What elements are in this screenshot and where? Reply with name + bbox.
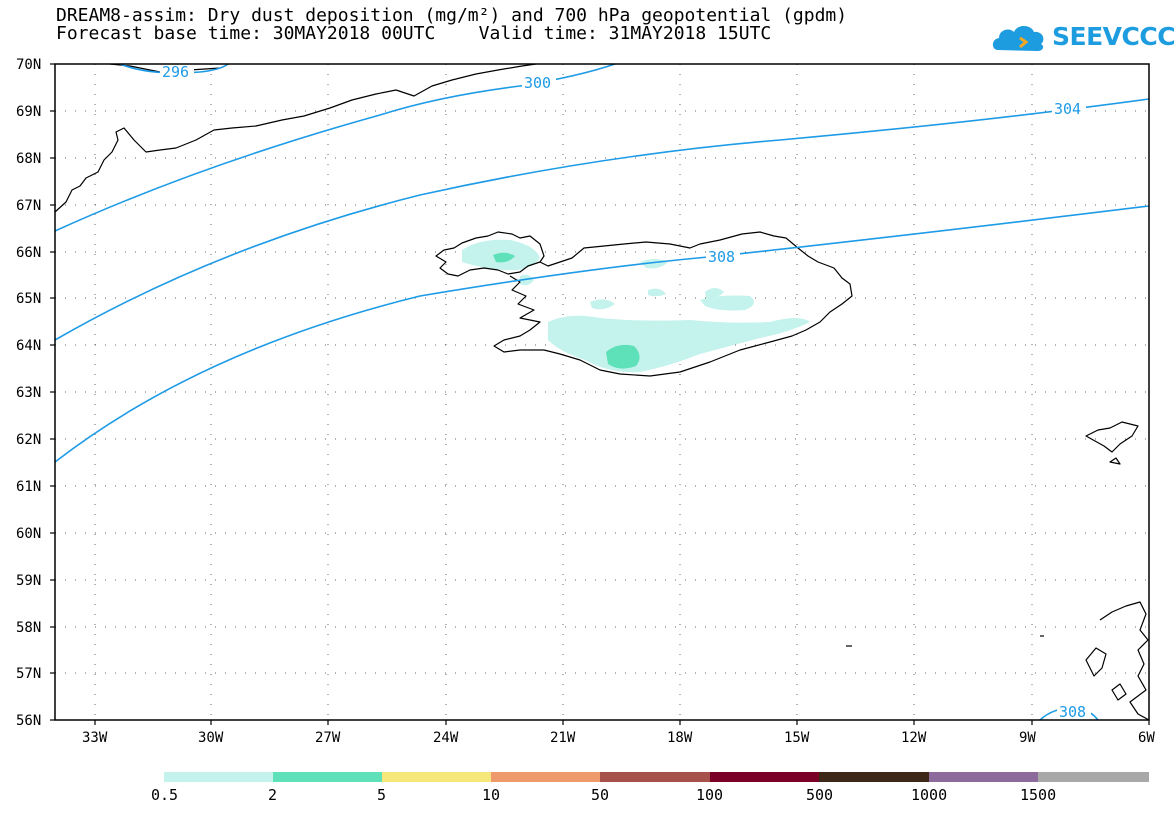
contour-label-296: 296 [162, 63, 189, 81]
lon-label: 24W [433, 730, 459, 746]
lat-label: 66N [16, 245, 41, 261]
lon-label: 12W [901, 730, 927, 746]
colorbar-swatch-4 [600, 772, 710, 782]
map-title-line1: DREAM8-assim: Dry dust deposition (mg/m²… [56, 5, 848, 26]
colorbar-swatch-3 [491, 772, 601, 782]
colorbar-swatch-5 [710, 772, 820, 782]
dust-area-south-core [606, 344, 640, 369]
lat-label: 61N [16, 479, 41, 495]
contour-296 [119, 63, 229, 74]
lat-label: 68N [16, 151, 41, 167]
map-frame [54, 63, 1150, 721]
dust-patch [520, 274, 534, 286]
colorbar-swatch-6 [819, 772, 929, 782]
faroe-islands-coast [1085, 421, 1139, 453]
lat-label: 57N [16, 666, 41, 682]
iceland-westfjords-coast [435, 231, 545, 277]
lon-label: 6W [1138, 730, 1155, 746]
graticule [55, 64, 1149, 720]
dust-patch [705, 288, 724, 299]
colorbar-swatch-8 [1038, 772, 1149, 782]
lon-label: 21W [550, 730, 576, 746]
colorbar-label: 500 [806, 786, 833, 804]
colorbar-swatch-0 [164, 772, 274, 782]
lat-label: 63N [16, 385, 41, 401]
dust-patch [648, 288, 666, 297]
colorbar-label: 1000 [911, 786, 947, 804]
map-title-line2: Forecast base time: 30MAY2018 00UTC Vali… [56, 23, 772, 44]
lat-label: 56N [16, 713, 41, 729]
island-coast [1109, 457, 1121, 465]
tick-marks [50, 63, 1150, 725]
colorbar-label: 100 [696, 786, 723, 804]
lat-label: 60N [16, 526, 41, 542]
contour-label-308: 308 [708, 248, 735, 266]
island-coast [1111, 683, 1127, 701]
colorbar-label: 0.5 [151, 786, 178, 804]
colorbar-swatch-7 [929, 772, 1039, 782]
lat-label: 69N [16, 104, 41, 120]
dust-area-westfjords-core [493, 252, 515, 263]
lat-label: 64N [16, 338, 41, 354]
iceland-coast [493, 231, 853, 377]
hebrides-coast [1085, 647, 1107, 677]
lat-label: 65N [16, 291, 41, 307]
colorbar-swatch-2 [382, 772, 492, 782]
colorbar-label: 1500 [1020, 786, 1056, 804]
lat-label: 70N [16, 57, 41, 73]
contour-labels: 296 300 304 308 308 [160, 63, 1091, 721]
contour-label-304: 304 [1054, 100, 1081, 118]
coastlines [54, 63, 1150, 721]
cloud-logo-icon [992, 26, 1044, 51]
colorbar-label: 2 [268, 786, 277, 804]
logo-text: SEEVCCC [1052, 22, 1175, 51]
dust-patch [590, 299, 615, 310]
lon-label: 27W [315, 730, 341, 746]
colorbar-label: 10 [482, 786, 500, 804]
longitude-labels: 33W 30W 27W 24W 21W 18W 15W 12W 9W 6W [82, 730, 1155, 746]
lat-label: 59N [16, 573, 41, 589]
colorbar-label: 5 [377, 786, 386, 804]
contour-label-308-se: 308 [1059, 703, 1086, 721]
lon-label: 15W [784, 730, 810, 746]
colorbar: 0.5 2 5 10 50 100 500 1000 1500 [151, 772, 1149, 804]
contour-label-300: 300 [524, 74, 551, 92]
lat-label: 62N [16, 432, 41, 448]
lon-label: 30W [198, 730, 224, 746]
geopotential-contours [54, 63, 1150, 721]
colorbar-swatch-1 [273, 772, 383, 782]
lat-label: 58N [16, 620, 41, 636]
dust-patch [700, 295, 754, 311]
lon-label: 9W [1019, 730, 1036, 746]
latitude-labels: 70N 69N 68N 67N 66N 65N 64N 63N 62N 61N … [16, 57, 41, 729]
lon-label: 33W [82, 730, 108, 746]
seevccc-logo [990, 20, 1150, 56]
lon-label: 18W [667, 730, 693, 746]
contour-308 [54, 205, 1150, 463]
dust-deposition-shading [462, 239, 810, 373]
colorbar-label: 50 [591, 786, 609, 804]
greenland-coast [54, 63, 537, 213]
contour-304 [54, 98, 1150, 341]
scotland-coast [1099, 601, 1150, 721]
lat-label: 67N [16, 198, 41, 214]
